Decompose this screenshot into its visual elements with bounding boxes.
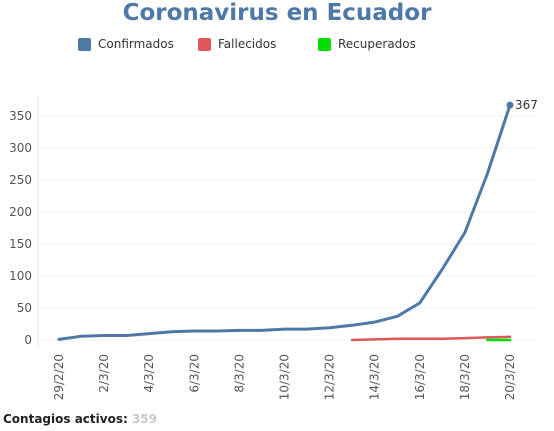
active-cases-label: Contagios activos: [3, 412, 128, 426]
data-point-confirmados [373, 320, 376, 324]
data-point-confirmados [396, 315, 399, 318]
data-point-fallecidos [441, 337, 444, 340]
line-chart: 0 50 100 150 200 250 300 350 29/2/20 2/3/20 4/3/20… [9, 97, 538, 400]
x-tick-label: 4/3/20 [142, 354, 156, 393]
data-point-confirmados [418, 301, 421, 305]
x-tick-label: 8/3/20 [232, 354, 246, 393]
data-point-confirmados [170, 330, 173, 333]
y-tick-label: 300 [9, 141, 32, 155]
data-point-confirmados [350, 324, 354, 327]
x-tick-label: 10/3/20 [278, 354, 292, 400]
data-point-fallecidos [418, 337, 421, 340]
legend-item-recuperados[interactable]: Recuperados [318, 37, 416, 51]
series-line-confirmados [57, 103, 512, 341]
data-point-confirmados [441, 267, 444, 271]
data-point-confirmados [305, 327, 309, 331]
data-point-confirmados [463, 231, 467, 234]
legend-label-fallecidos: Fallecidos [218, 37, 277, 51]
y-tick-label: 0 [24, 333, 32, 347]
legend: Confirmados Fallecidos Recuperados [0, 37, 554, 55]
series-line-fallecidos [350, 335, 512, 342]
data-point-confirmados [102, 334, 106, 337]
data-point-confirmados [193, 329, 196, 333]
data-point-confirmados [328, 326, 331, 330]
x-tick-label: 14/3/20 [368, 354, 382, 400]
y-tick-label: 150 [9, 237, 32, 251]
chart-title: Coronavirus en Ecuador [122, 0, 432, 26]
data-point-recuperados [508, 338, 512, 342]
legend-swatch-recuperados [318, 37, 331, 51]
legend-label-recuperados: Recuperados [338, 37, 416, 51]
data-point-confirmados [486, 172, 489, 175]
legend-item-fallecidos[interactable]: Fallecidos [198, 37, 276, 51]
x-tick-label: 18/3/20 [458, 354, 472, 400]
data-point-fallecidos [463, 336, 467, 340]
data-point-confirmados [148, 332, 151, 335]
data-point-recuperados [486, 338, 489, 342]
y-tick-label: 100 [9, 269, 32, 283]
legend-label-confirmados: Confirmados [98, 37, 174, 51]
data-point-confirmados [215, 329, 219, 333]
legend-item-confirmados[interactable]: Confirmados [78, 37, 174, 51]
legend-swatch-fallecidos [198, 37, 211, 51]
y-tick-label: 200 [9, 205, 32, 219]
x-tick-label: 20/3/20 [503, 354, 517, 400]
x-tick-label: 12/3/20 [323, 354, 337, 400]
y-tick-label: 50 [17, 301, 32, 315]
data-point-confirmados [57, 338, 61, 341]
x-tick-label: 6/3/20 [187, 354, 201, 393]
end-label-confirmados: 367 [515, 98, 538, 112]
active-cases-summary: Contagios activos: 359 [3, 412, 157, 426]
y-tick-label: 250 [9, 173, 32, 187]
data-point-fallecidos [486, 336, 489, 339]
x-tick-label: 16/3/20 [413, 354, 427, 400]
data-point-fallecidos [350, 338, 354, 342]
data-point-confirmados [283, 327, 286, 331]
data-point-fallecidos [396, 337, 399, 340]
active-cases-value: 359 [131, 412, 158, 426]
data-point-confirmados [80, 334, 83, 338]
x-tick-label: 29/2/20 [52, 354, 66, 400]
legend-swatch-confirmados [78, 37, 91, 51]
data-point-fallecidos [373, 338, 376, 341]
y-tick-label: 350 [9, 109, 32, 123]
data-point-confirmados [260, 329, 264, 332]
data-point-fallecidos [508, 335, 512, 338]
data-point-confirmados [125, 334, 128, 337]
x-tick-label: 2/3/20 [97, 354, 111, 393]
end-point-confirmados [506, 101, 514, 109]
data-point-confirmados [238, 329, 241, 332]
